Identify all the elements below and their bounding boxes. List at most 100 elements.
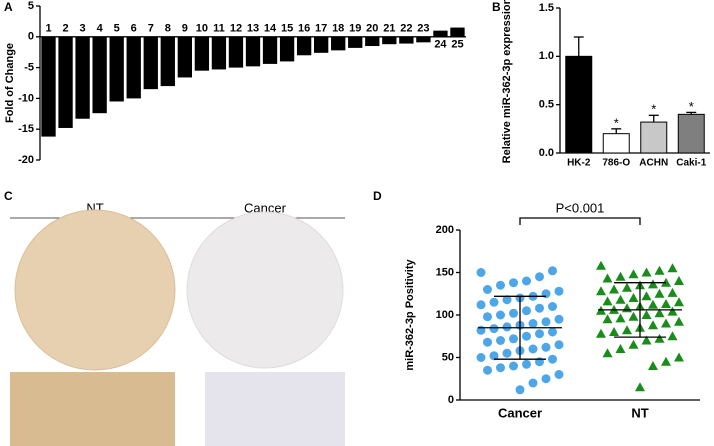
point [528, 319, 538, 328]
panel-label: C [4, 189, 13, 203]
point [509, 278, 518, 288]
point [476, 268, 486, 277]
bar [382, 36, 397, 45]
point [496, 363, 505, 373]
bar [279, 36, 295, 62]
bar [75, 36, 90, 119]
point [661, 356, 671, 366]
point [596, 260, 606, 270]
point [622, 282, 632, 292]
x-tick-label: 13 [247, 23, 259, 35]
x-tick-label: 2 [62, 23, 68, 35]
point [515, 385, 525, 395]
bar [365, 36, 380, 47]
point [522, 331, 531, 341]
x-tick-label: 20 [366, 23, 378, 35]
point [648, 361, 658, 370]
y-tick-label: 0 [448, 394, 454, 406]
bracket [519, 217, 641, 225]
bar [58, 36, 73, 128]
point [674, 297, 684, 307]
panel-c: C NT Cancer [4, 189, 345, 446]
point [548, 327, 557, 337]
point [489, 297, 499, 307]
point [674, 352, 684, 362]
point [528, 344, 538, 354]
panel-label: D [373, 189, 382, 203]
point [502, 322, 512, 332]
x-tick-label: 10 [196, 23, 208, 35]
point [667, 263, 678, 273]
point [483, 312, 492, 322]
y-tick-label: -10 [18, 92, 34, 104]
tissue-image [186, 211, 344, 369]
bar [640, 121, 668, 154]
bar [399, 36, 414, 44]
y-tick-label: 50 [442, 351, 454, 363]
bar [433, 30, 448, 37]
point [522, 276, 531, 286]
point [615, 313, 626, 323]
point [648, 320, 658, 330]
x-tick-label: 15 [281, 23, 293, 35]
bar [143, 36, 158, 90]
x-tick-label: 3 [80, 23, 86, 35]
point [528, 378, 538, 388]
x-tick-label: 1 [45, 23, 51, 35]
x-tick-label: 19 [349, 23, 361, 35]
significance: * [651, 102, 656, 117]
y-tick-label: -5 [24, 62, 34, 74]
point [541, 374, 551, 384]
point [483, 337, 492, 347]
bar [92, 36, 107, 114]
point [483, 285, 492, 294]
bar [160, 36, 175, 87]
point [489, 324, 499, 334]
bar [177, 36, 192, 78]
annotation: P<0.001 [556, 200, 605, 215]
y-tick-label: -20 [18, 154, 34, 166]
point [522, 359, 531, 369]
tissue-zoom [10, 372, 175, 446]
point [635, 382, 645, 392]
bar [126, 36, 141, 99]
point [667, 306, 678, 316]
bar [348, 36, 363, 48]
point [509, 361, 518, 371]
point [661, 298, 671, 308]
x-tick-label: Caki-1 [676, 158, 706, 169]
point [502, 348, 512, 358]
bar [416, 36, 431, 43]
point [596, 328, 606, 338]
x-tick-label: NT [631, 405, 648, 420]
point [628, 339, 639, 349]
point [674, 276, 684, 285]
point [489, 351, 499, 361]
panel-label: A [4, 0, 13, 14]
bar [450, 27, 465, 37]
point [548, 302, 557, 311]
bar [262, 36, 278, 64]
x-tick-label: 5 [114, 23, 120, 35]
column-title: Cancer [244, 200, 287, 215]
point [476, 300, 486, 310]
y-axis-label: miR-362-3p Positivity [404, 258, 416, 370]
bar [228, 36, 244, 68]
point [654, 308, 665, 318]
point [596, 286, 606, 296]
x-tick-label: HK-2 [567, 158, 591, 169]
point [609, 284, 619, 294]
bar [41, 36, 56, 137]
point [641, 291, 652, 301]
point [496, 336, 505, 345]
x-tick-label: 9 [182, 23, 188, 35]
point [654, 333, 665, 343]
x-tick-label: 7 [148, 23, 154, 35]
x-tick-label: 4 [97, 23, 104, 35]
point [622, 303, 632, 313]
tissue-image [14, 209, 176, 371]
point [602, 314, 613, 324]
point [535, 272, 544, 282]
point [522, 306, 531, 316]
point [654, 265, 665, 275]
